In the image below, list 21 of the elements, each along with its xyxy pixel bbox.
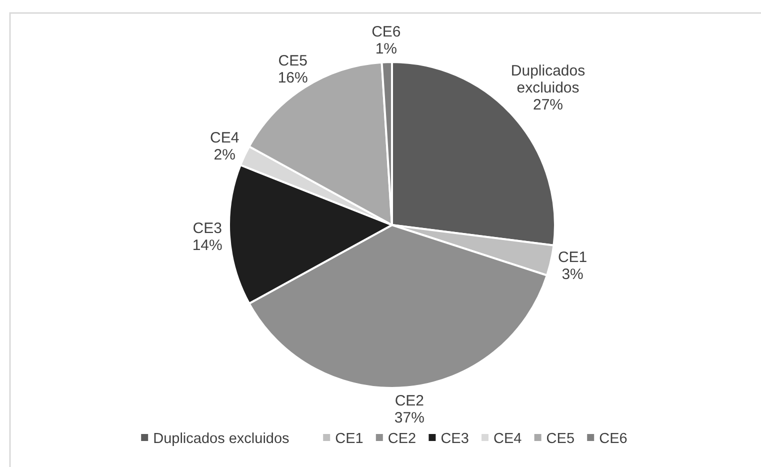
legend-label: CE1 (335, 431, 364, 447)
legend-label: Duplicados excluidos (153, 431, 290, 447)
slice-label: CE1 (558, 248, 588, 266)
legend-label: CE6 (599, 431, 628, 447)
data-label: 16% (278, 69, 308, 86)
data-label: 3% (562, 266, 584, 283)
data-label: 1% (375, 40, 398, 58)
legend-label: CE5 (546, 431, 575, 447)
legend-label: CE2 (388, 431, 416, 447)
data-label: 2% (214, 146, 236, 164)
slice-label: CE3 (192, 220, 222, 238)
slice-label: CE5 (278, 52, 308, 70)
legend-label: CE4 (494, 431, 522, 447)
slice-label: CE2 (394, 392, 424, 410)
data-label: 14% (192, 237, 222, 254)
data-label: 27% (533, 96, 564, 114)
data-label: 37% (394, 410, 424, 427)
slice-label: CE6 (372, 24, 401, 41)
slice-label: Duplicados excluidos (510, 62, 586, 96)
slice-label: CE4 (210, 130, 240, 147)
legend-label: CE3 (440, 431, 469, 447)
